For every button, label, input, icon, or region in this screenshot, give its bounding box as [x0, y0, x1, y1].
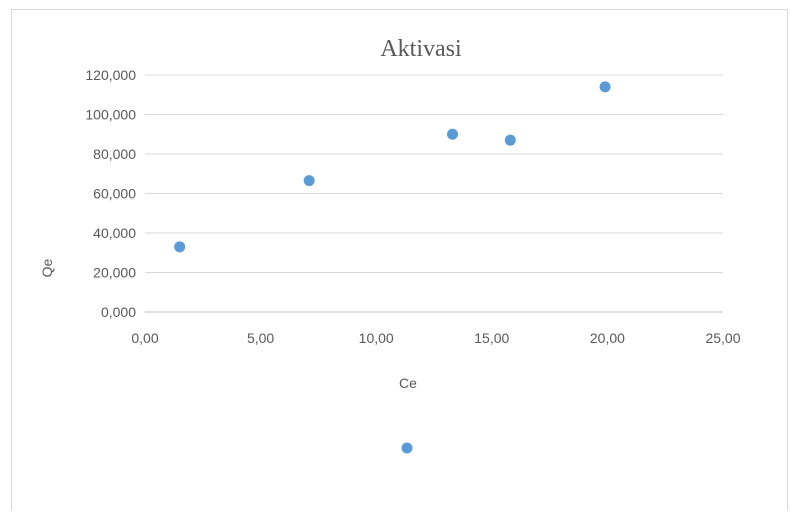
x-tick-label: 5,00: [247, 330, 274, 346]
x-tick-label: 0,00: [131, 330, 158, 346]
y-tick-label: 80,000: [93, 146, 136, 162]
y-tick-label: 120,000: [85, 67, 136, 83]
chart-title: Aktivasi: [380, 36, 462, 62]
y-tick-label: 40,000: [93, 225, 136, 241]
x-tick-label: 10,00: [359, 330, 394, 346]
stray-data-marker: [401, 442, 413, 454]
y-tick-label: 20,000: [93, 265, 136, 281]
y-tick-label: 60,000: [93, 186, 136, 202]
data-point: [174, 241, 186, 253]
y-axis-tick-labels: 0,000 20,000 40,000 60,000 80,000 100,000 120,…: [85, 67, 136, 320]
scatter-chart: Aktivasi 0,000 20,000 40,000 60,000 80,000 10…: [39, 36, 741, 454]
y-axis-title: Qe: [39, 258, 55, 277]
y-tick-label: 0,000: [101, 304, 136, 320]
gridlines: [145, 74, 723, 313]
x-tick-label: 20,00: [590, 330, 625, 346]
x-tick-label: 15,00: [474, 330, 509, 346]
y-tick-label: 100,000: [85, 107, 136, 123]
data-point: [599, 81, 611, 93]
x-tick-label: 25,00: [705, 330, 740, 346]
x-axis-title: Ce: [399, 375, 417, 391]
data-point: [446, 128, 458, 140]
chart-area: Aktivasi 0,000 20,000 40,000 60,000 80,000 10…: [11, 9, 788, 510]
data-point: [504, 134, 516, 146]
x-axis-tick-labels: 0,00 5,00 10,00 15,00 20,00 25,00: [131, 330, 740, 346]
data-points: [174, 81, 611, 253]
data-point: [303, 175, 315, 187]
